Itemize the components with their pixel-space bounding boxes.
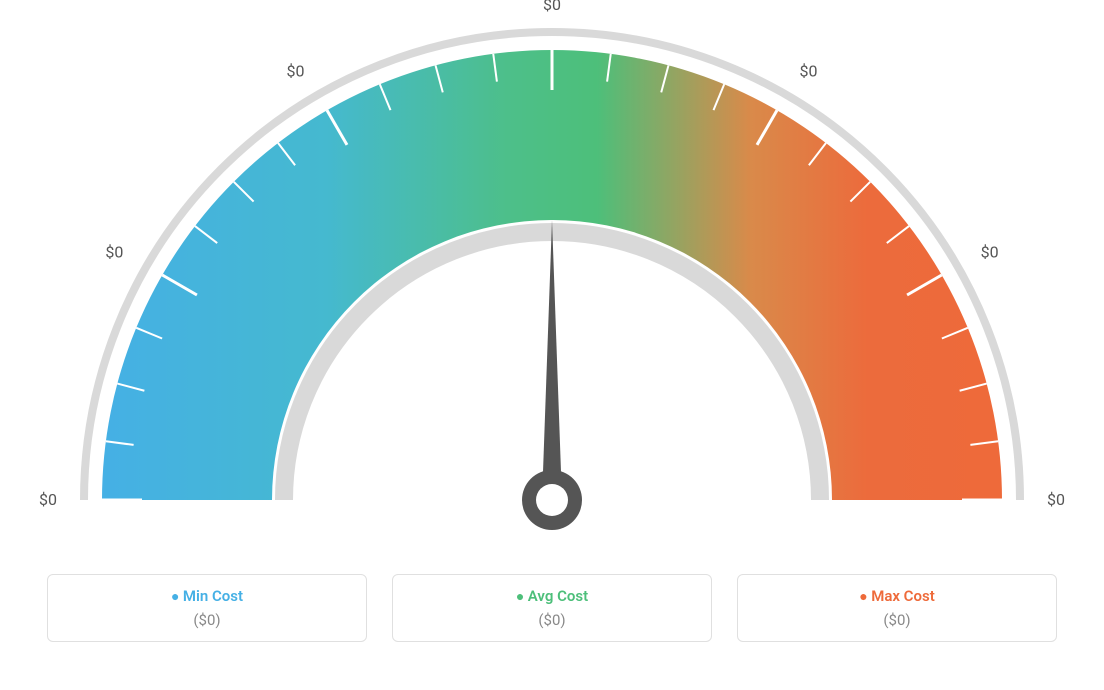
legend-label: Avg Cost	[409, 587, 695, 605]
tick-label: $0	[105, 243, 123, 262]
tick-label: $0	[1047, 490, 1065, 509]
gauge-wrap: $0 $0 $0 $0 $0 $0 $0	[0, 0, 1104, 574]
legend-value: ($0)	[754, 611, 1040, 629]
legend-item: Min Cost ($0)	[47, 574, 367, 642]
legend-value: ($0)	[409, 611, 695, 629]
legend-label: Max Cost	[754, 587, 1040, 605]
tick-label: $0	[543, 0, 561, 14]
tick-label: $0	[800, 61, 818, 80]
needle-hub-hole	[536, 484, 568, 516]
legend-value: ($0)	[64, 611, 350, 629]
legend-item: Avg Cost ($0)	[392, 574, 712, 642]
legend-row: Min Cost ($0) Avg Cost ($0) Max Cost ($0)	[0, 574, 1104, 662]
gauge-svg: $0 $0 $0 $0 $0 $0 $0	[0, 0, 1104, 570]
tick-label: $0	[981, 243, 999, 262]
tick-label: $0	[39, 490, 57, 509]
gauge-chart-container: $0$0$0$0$0$0$0 Min Cost($0)Avg Cost($0)M…	[0, 0, 1104, 662]
tick-label: $0	[287, 61, 305, 80]
legend-item: Max Cost ($0)	[737, 574, 1057, 642]
legend-label: Min Cost	[64, 587, 350, 605]
needle	[542, 220, 562, 500]
